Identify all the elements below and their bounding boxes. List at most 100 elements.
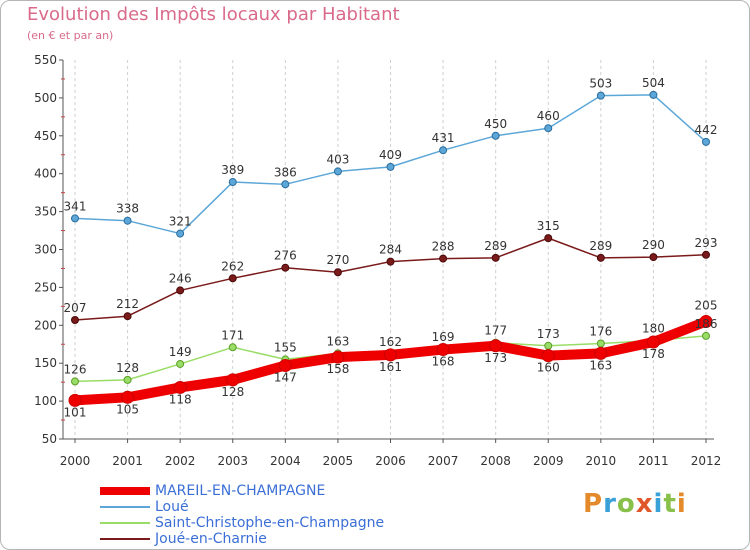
x-tick-label: 2005 xyxy=(323,454,354,468)
logo-letter: r xyxy=(603,489,617,519)
data-label: 178 xyxy=(642,347,665,361)
data-point xyxy=(491,253,500,262)
data-point xyxy=(71,315,79,324)
data-label: 105 xyxy=(116,402,139,416)
data-label: 173 xyxy=(537,327,560,341)
data-point xyxy=(226,373,240,387)
data-label: 163 xyxy=(589,358,612,372)
data-point xyxy=(71,377,79,386)
data-label: 101 xyxy=(64,405,87,419)
data-point xyxy=(702,137,710,146)
y-tick-label: 100 xyxy=(34,394,57,408)
data-point xyxy=(173,380,187,394)
x-tick-label: 2001 xyxy=(112,454,143,468)
data-label: 205 xyxy=(695,299,718,313)
data-label: 270 xyxy=(326,253,349,267)
data-label: 293 xyxy=(695,236,718,250)
x-tick-label: 2007 xyxy=(428,454,459,468)
chart-subtitle: (en € et par an) xyxy=(27,29,114,42)
data-point xyxy=(386,257,395,266)
x-tick-label: 2010 xyxy=(586,454,617,468)
data-label: 160 xyxy=(537,361,560,375)
data-label: 155 xyxy=(274,340,297,354)
proxiti-logo: Proxiti xyxy=(583,489,687,519)
data-point xyxy=(596,339,605,348)
data-label: 128 xyxy=(221,385,244,399)
data-label: 126 xyxy=(64,362,87,376)
data-point xyxy=(649,90,658,99)
chart-title: Evolution des Impôts locaux par Habitant xyxy=(27,4,400,25)
data-label: 158 xyxy=(326,362,349,376)
data-point xyxy=(121,390,135,404)
data-label: 321 xyxy=(169,215,192,229)
y-tick-label: 500 xyxy=(34,91,57,105)
data-point xyxy=(596,253,605,262)
legend-swatch-loue xyxy=(100,506,150,508)
data-label: 288 xyxy=(432,240,455,254)
data-point xyxy=(439,146,448,155)
data-label: 504 xyxy=(642,76,665,90)
data-label: 315 xyxy=(537,219,560,233)
data-label: 409 xyxy=(379,148,402,162)
data-point xyxy=(436,343,450,357)
data-point xyxy=(228,343,237,352)
data-point xyxy=(596,91,605,100)
data-point xyxy=(386,162,395,171)
data-label: 503 xyxy=(589,77,612,91)
data-label: 338 xyxy=(116,202,139,216)
data-point xyxy=(278,358,292,372)
logo-letter: i xyxy=(653,489,664,519)
data-point xyxy=(544,124,553,133)
data-label: 276 xyxy=(274,249,297,263)
y-tick-label: 350 xyxy=(34,205,57,219)
x-tick-label: 2006 xyxy=(375,454,406,468)
y-tick-label: 150 xyxy=(34,356,57,370)
data-point xyxy=(228,274,237,283)
data-point xyxy=(491,131,500,140)
data-point xyxy=(176,359,185,368)
data-label: 212 xyxy=(116,297,139,311)
x-tick-label: 2008 xyxy=(480,454,511,468)
legend-label-loue: Loué xyxy=(155,499,189,515)
data-label: 262 xyxy=(221,259,244,273)
legend-label-mareil: MAREIL-EN-CHAMPAGNE xyxy=(155,483,326,499)
data-point xyxy=(333,167,342,176)
y-tick-label: 300 xyxy=(34,243,57,257)
data-label: 171 xyxy=(221,328,244,342)
data-label: 403 xyxy=(326,152,349,166)
data-label: 186 xyxy=(695,317,718,331)
data-label: 169 xyxy=(432,330,455,344)
logo-letter: x xyxy=(635,489,654,519)
data-label: 431 xyxy=(432,131,455,145)
data-label: 442 xyxy=(695,123,718,137)
data-point xyxy=(649,253,658,262)
y-tick-label: 550 xyxy=(34,53,57,67)
data-point xyxy=(228,178,237,187)
data-label: 289 xyxy=(484,239,507,253)
data-point xyxy=(123,216,132,225)
data-point xyxy=(333,268,342,277)
data-point xyxy=(68,393,82,407)
data-label: 118 xyxy=(169,392,192,406)
data-label: 246 xyxy=(169,271,192,285)
logo-letter: t xyxy=(663,489,677,519)
legend-swatch-mareil xyxy=(100,487,150,495)
data-label: 341 xyxy=(64,199,87,213)
data-point xyxy=(544,341,553,350)
y-tick-label: 450 xyxy=(34,129,57,143)
data-point xyxy=(541,349,555,363)
data-point xyxy=(544,234,553,243)
data-label: 149 xyxy=(169,345,192,359)
data-label: 180 xyxy=(642,321,665,335)
x-tick-label: 2009 xyxy=(533,454,564,468)
data-point xyxy=(384,348,397,362)
y-tick-label: 200 xyxy=(34,318,57,332)
data-label: 161 xyxy=(379,360,402,374)
data-point xyxy=(331,350,345,364)
x-tick-label: 2012 xyxy=(691,454,722,468)
data-point xyxy=(281,180,290,189)
data-label: 284 xyxy=(379,243,402,257)
legend-swatch-joue xyxy=(100,538,150,540)
data-point xyxy=(71,214,79,223)
